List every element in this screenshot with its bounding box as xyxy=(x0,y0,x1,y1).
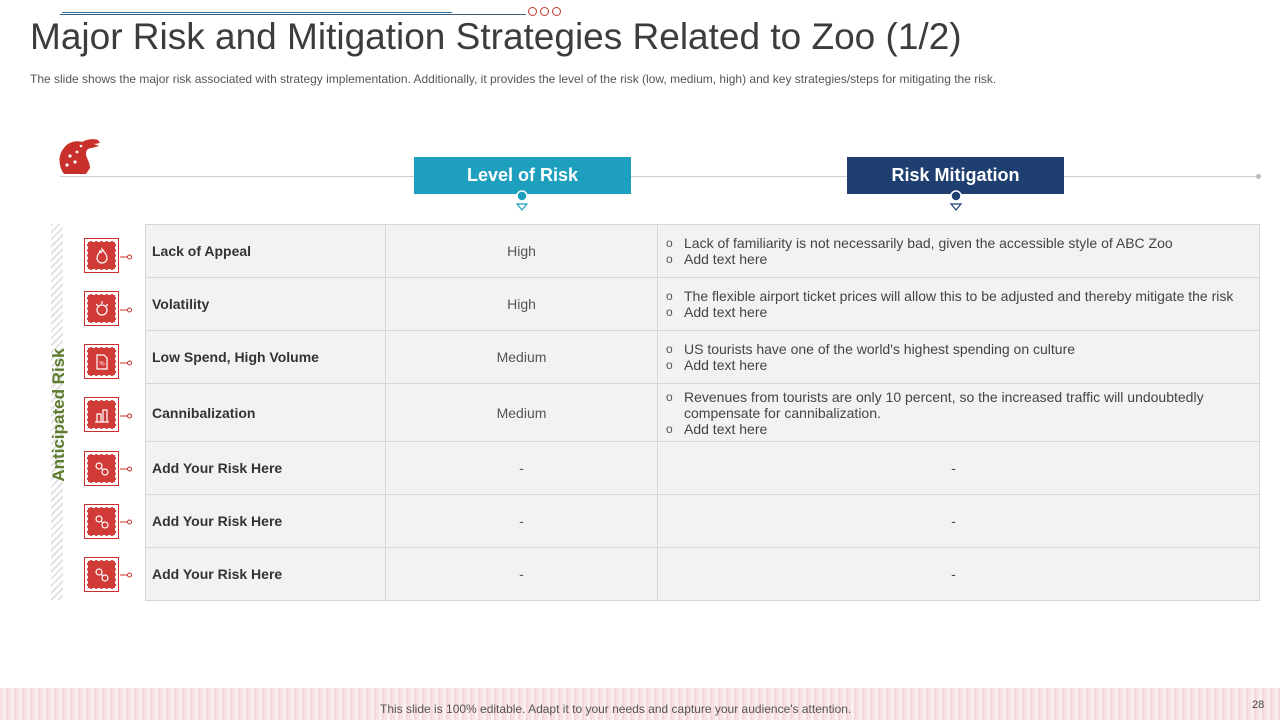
mitigation-bullet: o Add text here xyxy=(666,357,768,373)
risk-level: Medium xyxy=(386,331,658,383)
risk-name: Add Your Risk Here xyxy=(145,495,386,547)
mitigation-cell: - xyxy=(658,548,1260,600)
mitigation-bullet: o US tourists have one of the world's hig… xyxy=(666,341,1076,357)
connector-icon xyxy=(120,413,132,419)
connector-icon xyxy=(120,254,132,260)
table-row: Lack of Appeal High o Lack of familiarity… xyxy=(145,225,1260,278)
table-row: Cannibalization Medium o Revenues from to… xyxy=(145,384,1260,442)
anticipated-risk-label: Anticipated Risk xyxy=(49,348,68,482)
page-number: 28 xyxy=(1252,699,1265,711)
top-decor-dots xyxy=(528,7,561,16)
mitigation-bullet: o Add text here xyxy=(666,251,768,267)
risk-level: High xyxy=(386,225,658,277)
connector-icon xyxy=(120,466,132,472)
slide-title: Major Risk and Mitigation Strategies Rel… xyxy=(30,16,962,57)
connector-icon xyxy=(120,360,132,366)
risk-placeholder-icon xyxy=(84,557,119,592)
svg-text:%: % xyxy=(99,360,105,367)
mitigation-cell: - xyxy=(658,495,1260,547)
mitigation-bullet: o The flexible airport ticket prices will… xyxy=(666,288,1234,304)
top-decor-line-dark xyxy=(60,14,526,15)
level-of-risk-header: Level of Risk xyxy=(414,157,631,194)
risk-level: High xyxy=(386,278,658,330)
risk-placeholder-icon xyxy=(84,504,119,539)
risk-name: Add Your Risk Here xyxy=(145,442,386,494)
slide-subtitle: The slide shows the major risk associate… xyxy=(30,72,997,86)
table-row: Volatility High o The flexible airport ti… xyxy=(145,278,1260,331)
document-percent-icon: % xyxy=(84,344,119,379)
connector-icon xyxy=(120,519,132,525)
table-row: Low Spend, High Volume Medium o US touris… xyxy=(145,331,1260,384)
mitigation-cell: - xyxy=(658,442,1260,494)
risk-level: Medium xyxy=(386,384,658,441)
table-row: Add Your Risk Here - - xyxy=(145,442,1260,495)
risk-name: Low Spend, High Volume xyxy=(145,331,386,383)
hazard-icon xyxy=(84,397,119,432)
top-decor-line xyxy=(62,12,452,13)
mitigation-bullet: o Add text here xyxy=(666,304,768,320)
mitigation-bullet: o Revenues from tourists are only 10 perc… xyxy=(666,388,1204,421)
risk-table: Lack of Appeal High o Lack of familiarity… xyxy=(145,224,1260,601)
risk-mitigation-header: Risk Mitigation xyxy=(847,157,1064,194)
mitigation-cell: o Lack of familiarity is not necessarily … xyxy=(658,225,1260,277)
mitigation-bullet: o Lack of familiarity is not necessarily … xyxy=(666,235,1173,251)
mitigation-bullet: o Add text here xyxy=(666,420,768,437)
risk-name: Volatility xyxy=(145,278,386,330)
connector-icon xyxy=(120,307,132,313)
risk-level: - xyxy=(386,495,658,547)
side-hatch-strip xyxy=(51,224,63,600)
mitigation-marker-icon xyxy=(949,190,963,211)
fire-icon xyxy=(84,238,119,273)
level-marker-icon xyxy=(515,190,529,211)
risk-name: Cannibalization xyxy=(145,384,386,441)
header-line xyxy=(60,176,1258,177)
footer-decor-band xyxy=(0,688,1280,720)
footer-note: This slide is 100% editable. Adapt it to… xyxy=(380,702,852,716)
mitigation-cell: o US tourists have one of the world's hig… xyxy=(658,331,1260,383)
mitigation-cell: o The flexible airport ticket prices will… xyxy=(658,278,1260,330)
mitigation-cell: o Revenues from tourists are only 10 perc… xyxy=(658,384,1260,441)
volatility-icon xyxy=(84,291,119,326)
risk-level: - xyxy=(386,442,658,494)
table-row: Add Your Risk Here - - xyxy=(145,495,1260,548)
risk-level: - xyxy=(386,548,658,600)
risk-name: Lack of Appeal xyxy=(145,225,386,277)
connector-icon xyxy=(120,572,132,578)
header-line-end-dot xyxy=(1256,174,1261,179)
table-row: Add Your Risk Here - - xyxy=(145,548,1260,601)
risk-name: Add Your Risk Here xyxy=(145,548,386,600)
risk-placeholder-icon xyxy=(84,451,119,486)
crocodile-icon xyxy=(59,139,100,174)
